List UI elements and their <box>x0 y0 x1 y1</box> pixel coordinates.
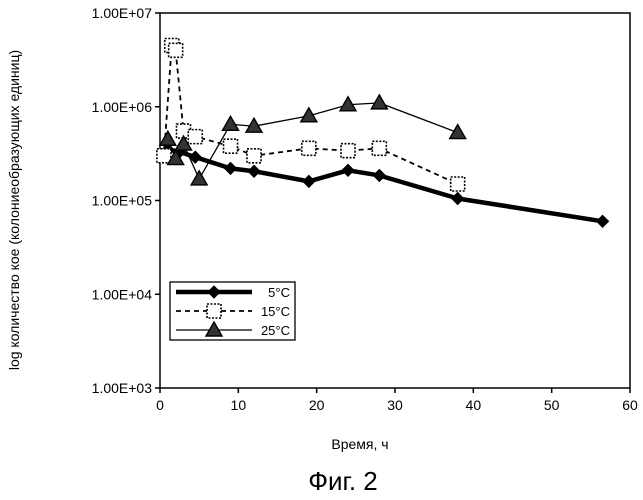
data-point <box>342 164 354 176</box>
series-layer <box>157 39 609 228</box>
data-point <box>372 141 386 155</box>
data-point <box>303 175 315 187</box>
data-point <box>224 139 238 153</box>
data-point <box>223 116 239 130</box>
data-point <box>451 177 465 191</box>
series-3 <box>160 95 466 185</box>
data-point <box>157 149 171 163</box>
data-point <box>169 43 183 57</box>
data-point <box>188 130 202 144</box>
data-point <box>160 131 176 145</box>
y-tick-label: 1.00E+05 <box>92 193 153 209</box>
legend-label-2: 15°C <box>261 304 290 319</box>
data-point <box>191 171 207 185</box>
tick-labels: 1.00E+03 1.00E+04 1.00E+05 1.00E+06 1.00E+07… <box>92 5 638 413</box>
y-tick-label: 1.00E+03 <box>92 380 153 396</box>
data-point <box>371 95 387 109</box>
data-point <box>248 165 260 177</box>
x-tick-label: 60 <box>622 397 638 413</box>
x-tick-label: 40 <box>466 397 482 413</box>
data-point <box>373 169 385 181</box>
x-tick-label: 20 <box>309 397 325 413</box>
data-point <box>597 215 609 227</box>
x-tick-label: 30 <box>387 397 403 413</box>
y-tick-label: 1.00E+04 <box>92 286 153 302</box>
data-point <box>340 97 356 111</box>
data-point <box>452 193 464 205</box>
data-point <box>341 144 355 158</box>
y-tick-label: 1.00E+07 <box>92 5 153 21</box>
x-tick-label: 50 <box>544 397 560 413</box>
x-tick-label: 0 <box>156 397 164 413</box>
series-1-line <box>168 149 603 221</box>
data-point <box>302 141 316 155</box>
x-axis-label: Время, ч <box>331 436 388 452</box>
data-point <box>247 149 261 163</box>
legend-label-1: 5°C <box>268 285 290 300</box>
figure-caption: Фиг. 2 <box>308 466 378 496</box>
data-point <box>225 162 237 174</box>
legend-label-3: 25°C <box>261 323 290 338</box>
data-point <box>450 125 466 139</box>
legend: 5°C 15°C 25°C <box>170 282 295 340</box>
y-tick-label: 1.00E+06 <box>92 99 153 115</box>
legend-marker-2 <box>207 304 221 318</box>
x-tick-label: 10 <box>231 397 247 413</box>
y-axis-label: log количество кое (колониеобразующих ед… <box>6 50 22 370</box>
